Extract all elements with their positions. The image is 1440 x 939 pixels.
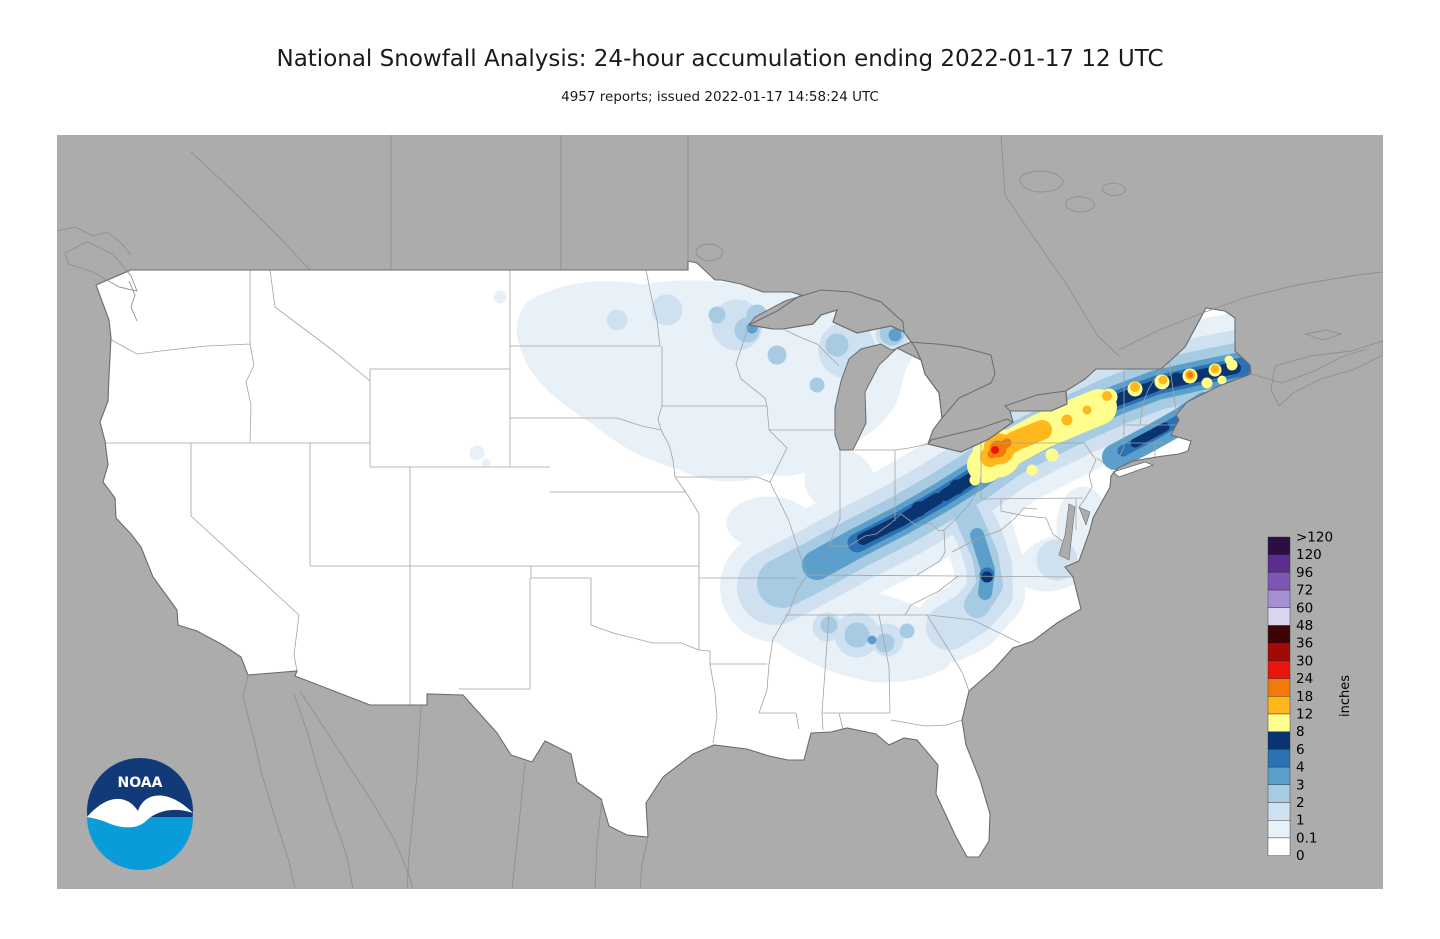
legend-cell [1267,572,1291,591]
legend-cell [1267,607,1291,626]
mexico-borders [406,704,603,889]
gull-icon [87,795,193,828]
legend-cell [1267,802,1291,821]
delaware-bay [1078,506,1091,526]
page-title: National Snowfall Analysis: 24-hour accu… [276,46,1164,72]
mexico-coasts [242,674,649,889]
noaa-logo-text: NOAA [118,775,163,791]
legend-tick-label: 24 [1296,671,1313,687]
legend-cell [1267,766,1291,785]
legend-cell [1267,713,1291,732]
legend-tick-label: 1 [1296,813,1305,829]
noaa-logo: NOAA [87,758,193,870]
legend-cell [1267,837,1291,856]
legend-cell [1267,696,1291,715]
legend-tick-label: 6 [1296,742,1305,758]
legend-tick-label: 3 [1296,777,1305,793]
legend-tick-label: >120 [1296,530,1333,546]
nova-scotia [1270,340,1383,407]
state-borders [105,269,1178,744]
st-lawrence-river [1118,271,1383,351]
legend-tick-label: 60 [1296,600,1313,616]
legend-cell [1267,554,1291,573]
chesapeake-bay [1058,503,1076,561]
legend-cell [1267,820,1291,839]
legend-tick-label: 18 [1296,689,1313,705]
bc-coast [57,226,132,256]
snowfall-shading [469,280,1251,683]
legend-cell [1267,625,1291,644]
legend-tick-label: 30 [1296,653,1313,669]
legend-tick-label: 4 [1296,760,1305,776]
legend-tick-label: 8 [1296,724,1305,740]
legend-cell [1267,660,1291,679]
legend-tick-label: 72 [1296,583,1313,599]
neighbor-outlines [57,135,1383,889]
legend-tick-label: 36 [1296,636,1313,652]
legend-cell [1267,643,1291,662]
legend-cell [1267,678,1291,697]
canada-borders [190,135,1120,357]
legend-tick-label: 96 [1296,565,1313,581]
lake-michigan [834,343,898,451]
us-map-svg: >120 120 96 72 60 48 36 30 24 18 12 8 6 … [57,135,1383,889]
legend-unit-label: inches [1338,675,1353,717]
canadian-lakes [695,170,1127,262]
legend-tick-label: 0.1 [1296,830,1317,846]
map-canvas: >120 120 96 72 60 48 36 30 24 18 12 8 6 … [57,135,1383,889]
legend-tick-label: 120 [1296,547,1322,563]
legend-tick-label: 2 [1296,795,1305,811]
new-brunswick-coast [1250,348,1368,384]
colorbar-legend: >120 120 96 72 60 48 36 30 24 18 12 8 6 … [1267,530,1353,864]
legend-cell [1267,731,1291,750]
legend-tick-label: 0 [1296,848,1305,864]
snow-level-24 [991,446,999,454]
legend-cell [1267,536,1291,555]
legend-cell [1267,749,1291,768]
vancouver-island [64,241,138,292]
page-subtitle: 4957 reports; issued 2022-01-17 14:58:24… [561,89,879,105]
legend-cell [1267,784,1291,803]
prince-edward-island [1304,329,1343,341]
legend-tick-label: 12 [1296,707,1313,723]
legend-cell [1267,589,1291,609]
puget-sound [128,280,138,322]
legend-tick-label: 48 [1296,618,1313,634]
